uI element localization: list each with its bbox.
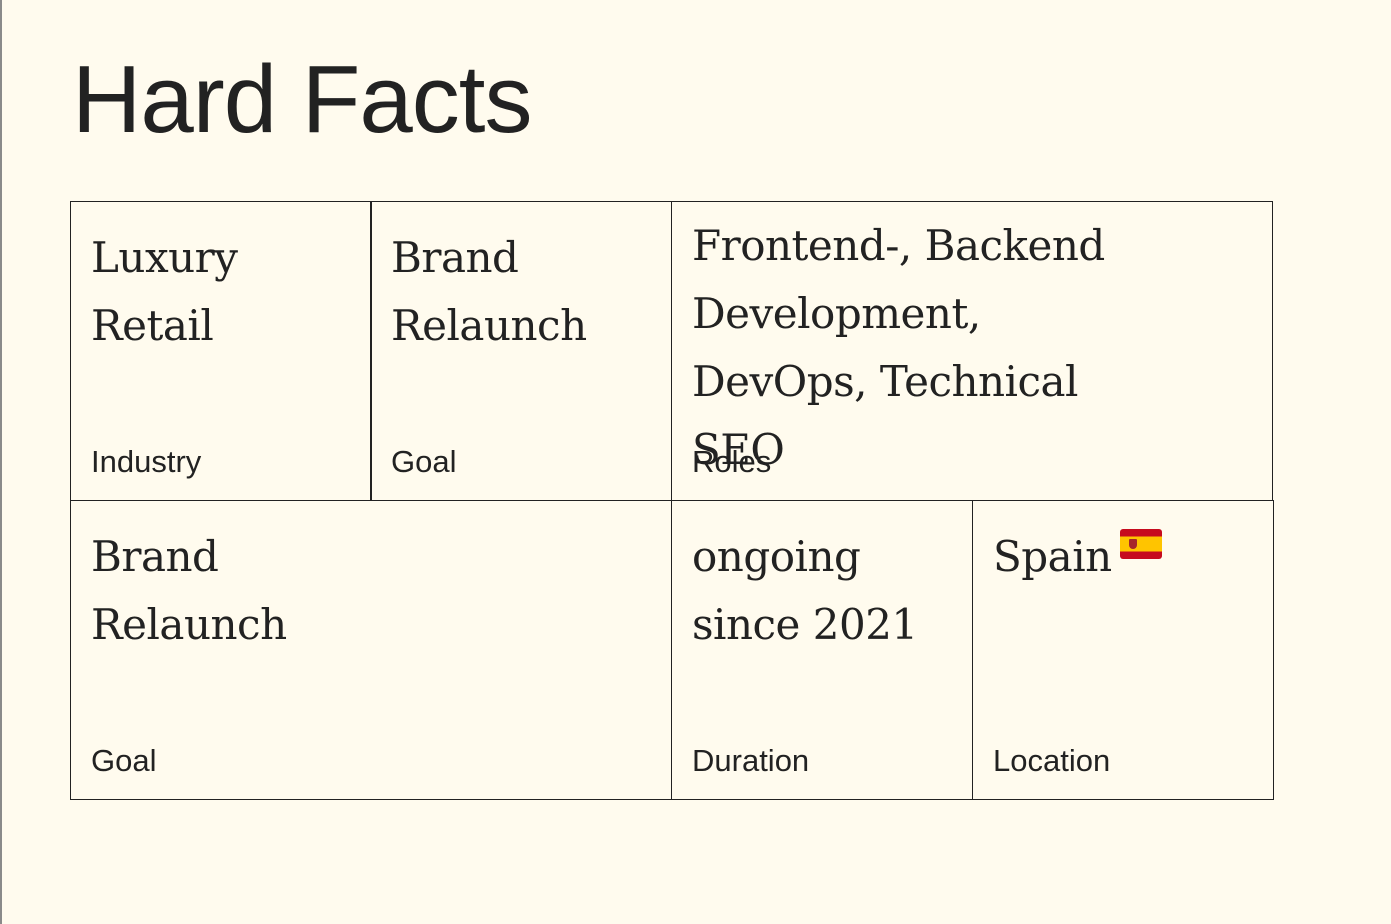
fact-value: Spain: [993, 523, 1253, 591]
fact-value: Brand Relaunch: [391, 233, 587, 350]
fact-label: Location: [993, 743, 1111, 778]
fact-cell-goal-wide: Brand Relaunch Goal: [70, 500, 672, 800]
fact-label: Goal: [391, 444, 457, 479]
fact-value: Frontend-, Backend Development, DevOps, …: [692, 221, 1105, 474]
fact-value: Luxury Retail: [91, 233, 238, 350]
fact-cell-roles: Frontend-, Backend Development, DevOps, …: [671, 201, 1273, 501]
fact-cell-industry: Luxury Retail Industry: [70, 201, 372, 501]
spain-flag-icon: [1119, 529, 1162, 559]
fact-label: Duration: [692, 743, 810, 778]
fact-value: ongoing since 2021: [692, 532, 918, 649]
fact-label: Industry: [91, 444, 202, 479]
fact-cell-duration: ongoing since 2021 Duration: [671, 500, 973, 800]
left-edge-rule: [0, 0, 2, 924]
fact-cell-goal: Brand Relaunch Goal: [370, 201, 672, 501]
page-title: Hard Facts: [72, 46, 532, 153]
fact-value: Brand Relaunch: [91, 532, 287, 649]
fact-label: Goal: [91, 743, 157, 778]
fact-cell-location: Spain Location: [972, 500, 1274, 800]
fact-label: Roles: [692, 444, 772, 479]
location-text: Spain: [993, 532, 1112, 581]
